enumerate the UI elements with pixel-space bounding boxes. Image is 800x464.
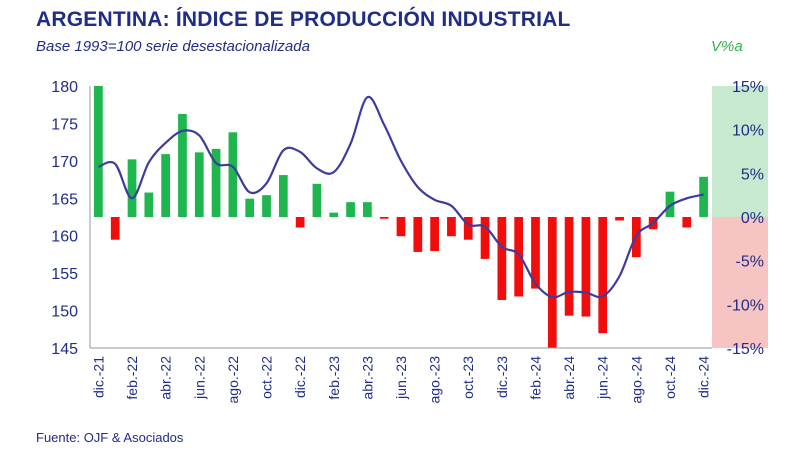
bar	[699, 176, 708, 217]
right-tick-label: 0%	[741, 210, 764, 227]
bar	[430, 217, 439, 252]
positive-band	[712, 86, 768, 217]
x-tick-label: ago.-24	[628, 356, 644, 404]
bar	[615, 217, 624, 221]
bar	[447, 217, 456, 237]
right-tick-label: 15%	[732, 79, 764, 96]
bar	[194, 152, 204, 217]
left-tick-label: 180	[51, 79, 78, 96]
bar	[178, 113, 187, 217]
bar	[413, 217, 423, 252]
left-tick-label: 145	[51, 341, 78, 358]
right-tick-label: -15%	[727, 341, 764, 358]
right-tick-label: -10%	[727, 297, 764, 314]
x-tick-label: oct.-22	[259, 356, 275, 399]
bar	[581, 217, 591, 317]
bar	[211, 148, 221, 217]
chart-title: ARGENTINA: ÍNDICE DE PRODUCCIÓN INDUSTRI…	[36, 8, 571, 31]
bar	[329, 212, 339, 217]
x-tick-label: abr.-22	[158, 356, 174, 400]
bar	[396, 217, 406, 237]
left-axis-ticks: 145 150 155 160 165 170 175 180	[51, 79, 78, 358]
bar	[682, 217, 692, 228]
right-axis-label: V%a	[711, 38, 743, 55]
negative-band	[712, 217, 768, 348]
x-tick-label: abr.-24	[561, 356, 577, 400]
x-tick-label: feb.-23	[326, 356, 342, 400]
bar	[531, 217, 540, 289]
x-axis-ticks: dic.-21 feb.-22 abr.-22 jun.-22 ago.-22 oct.-…	[90, 356, 711, 404]
left-tick-label: 160	[51, 229, 78, 246]
bar	[262, 195, 271, 217]
bar	[547, 217, 557, 348]
bar	[161, 154, 171, 217]
x-tick-label: dic.-24	[696, 356, 712, 398]
bar	[278, 175, 288, 217]
x-tick-label: jun.-23	[393, 356, 409, 400]
bar	[379, 217, 389, 219]
right-tick-label: -5%	[736, 254, 764, 271]
line-series	[98, 95, 704, 299]
right-axis-ticks: -15% -10% -5% 0% 5% 10% 15%	[727, 79, 764, 358]
bar	[363, 202, 372, 217]
x-tick-label: jun.-24	[595, 356, 611, 400]
bar	[564, 217, 574, 316]
x-tick-label: dic.-21	[90, 356, 106, 398]
bar	[497, 217, 507, 300]
x-tick-label: dic.-23	[494, 356, 510, 398]
right-tick-label: 5%	[741, 166, 764, 183]
axes	[89, 86, 712, 349]
source-note: Fuente: OJF & Asociados	[36, 430, 184, 445]
bar	[110, 217, 120, 240]
bar	[346, 202, 355, 217]
bar	[127, 159, 137, 217]
left-tick-label: 150	[51, 304, 78, 321]
bar	[245, 198, 255, 217]
bar	[94, 86, 103, 217]
x-tick-label: dic.-22	[292, 356, 308, 398]
left-tick-label: 165	[51, 191, 78, 208]
bar	[312, 183, 322, 217]
x-tick-label: ago.-23	[427, 356, 443, 404]
right-tick-label: 10%	[732, 123, 764, 140]
left-tick-label: 175	[51, 116, 78, 133]
bar	[665, 191, 675, 217]
bar	[463, 217, 473, 240]
left-tick-label: 170	[51, 154, 78, 171]
x-tick-label: ago.-22	[225, 356, 241, 404]
x-tick-label: oct.-23	[460, 356, 476, 399]
left-tick-label: 155	[51, 266, 78, 283]
bar	[295, 217, 305, 228]
bar	[480, 217, 490, 259]
bar-series	[94, 86, 708, 348]
bar	[598, 217, 608, 334]
bar	[144, 192, 154, 217]
bar	[514, 217, 524, 297]
index-line	[98, 95, 704, 299]
x-tick-label: jun.-22	[191, 356, 207, 400]
x-tick-label: feb.-24	[527, 356, 543, 400]
chart-subtitle: Base 1993=100 serie desestacionalizada	[36, 38, 310, 55]
x-tick-label: abr.-23	[359, 356, 375, 400]
x-tick-label: oct.-24	[662, 356, 678, 399]
bar	[228, 132, 238, 217]
x-tick-label: feb.-22	[124, 356, 140, 400]
background-bands	[712, 86, 768, 348]
